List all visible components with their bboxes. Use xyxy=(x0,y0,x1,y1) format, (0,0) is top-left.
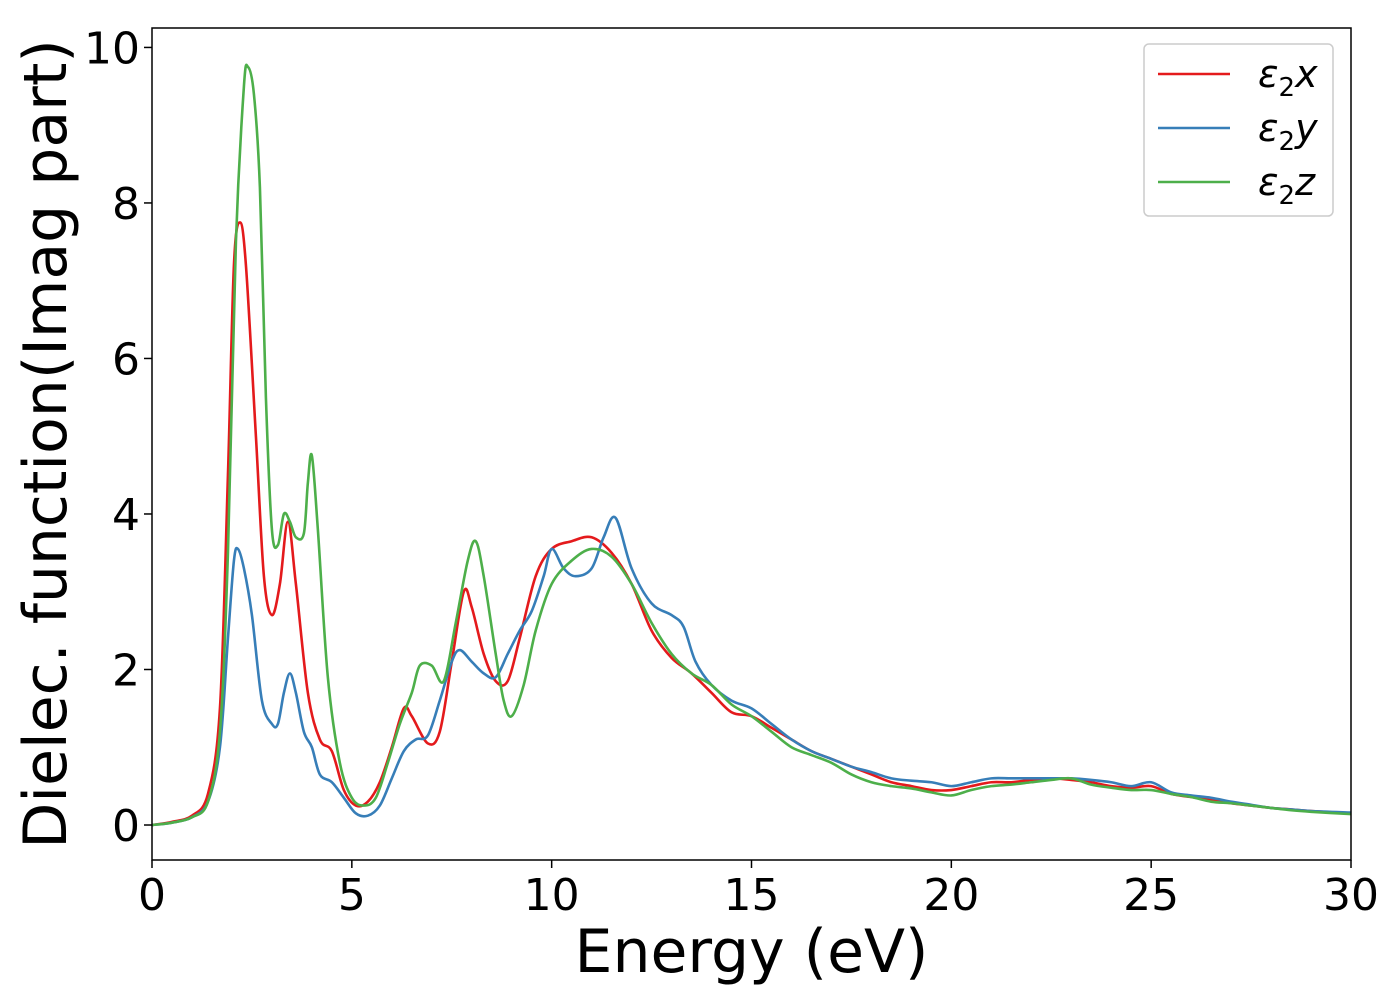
x-axis-title: Energy (eV) xyxy=(575,917,929,987)
legend-variable: y xyxy=(1294,106,1318,150)
legend-entry-y: ε2y xyxy=(1258,106,1318,157)
legend-box xyxy=(1143,43,1334,217)
legend-variable: z xyxy=(1294,160,1316,204)
legend-subscript: 2 xyxy=(1279,181,1296,211)
y-tick-label: 4 xyxy=(112,490,140,541)
y-tick-label: 8 xyxy=(112,179,140,230)
legend-entry-x: ε2x xyxy=(1258,52,1318,103)
x-tick-label: 25 xyxy=(1123,870,1179,921)
y-axis-ticks: 0 2 4 6 8 10 xyxy=(84,23,152,852)
x-tick-label: 30 xyxy=(1323,870,1379,921)
x-tick-label: 15 xyxy=(724,870,780,921)
series-line-z xyxy=(152,63,1351,827)
series-line-y xyxy=(152,515,1351,827)
x-tick-label: 0 xyxy=(138,870,166,921)
x-tick-label: 10 xyxy=(524,870,580,921)
x-tick-label: 5 xyxy=(338,870,366,921)
y-tick-label: 6 xyxy=(112,334,140,385)
y-axis-title: Dielec. function(Imag part) xyxy=(11,39,81,849)
x-tick-label: 20 xyxy=(923,870,979,921)
x-axis-ticks: 0 5 10 15 20 25 30 xyxy=(138,860,1379,921)
legend-variable: x xyxy=(1294,52,1318,96)
series-line-x xyxy=(152,221,1351,827)
y-tick-label: 10 xyxy=(84,23,140,74)
legend-subscript: 2 xyxy=(1279,127,1296,157)
series-layer xyxy=(152,63,1351,827)
y-tick-label: 0 xyxy=(112,801,140,852)
legend-entry-z: ε2z xyxy=(1258,160,1316,211)
legend-subscript: 2 xyxy=(1279,73,1296,103)
legend-symbol: ε xyxy=(1258,106,1279,150)
y-tick-label: 2 xyxy=(112,645,140,696)
legend-symbol: ε xyxy=(1258,160,1279,204)
legend-symbol: ε xyxy=(1258,52,1279,96)
